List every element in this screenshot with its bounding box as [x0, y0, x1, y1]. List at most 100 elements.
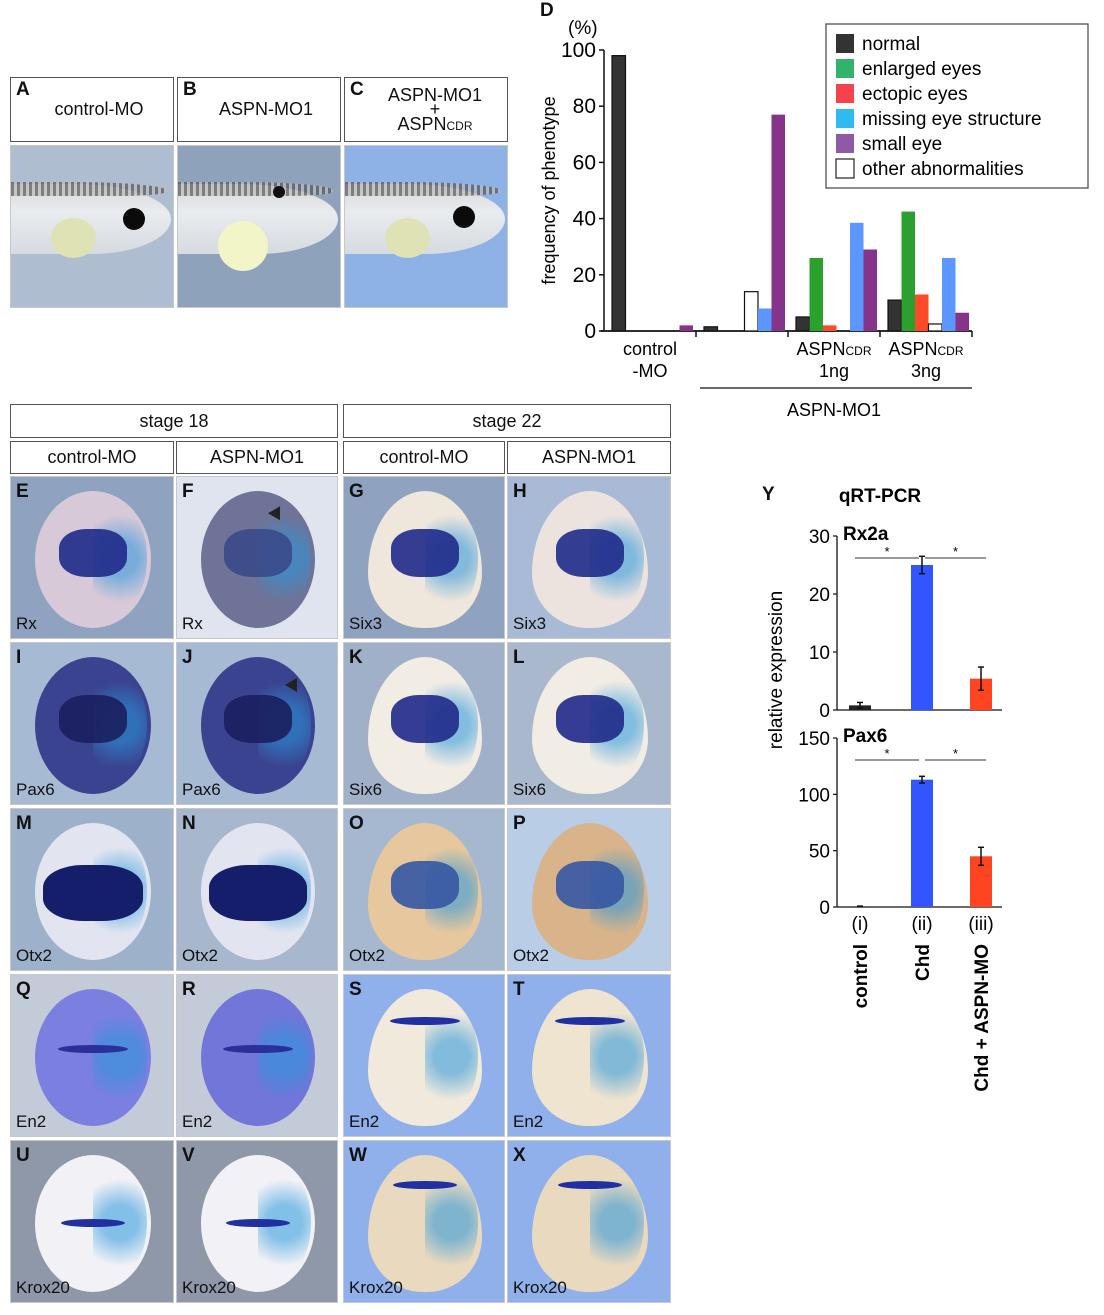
expression-domain — [223, 1045, 293, 1053]
legend-item-label: small eye — [862, 134, 942, 155]
tadpole-photo-a — [10, 145, 174, 308]
panel-c-header: C ASPN-MO1 + ASPNCDR — [344, 77, 508, 142]
x-category-name: Chd — [913, 944, 934, 981]
x-category-label-line2: 3ng — [911, 361, 941, 381]
x-tick-label: (iii) — [968, 914, 993, 935]
panel-letter: U — [16, 1145, 30, 1166]
tadpole-photo-b — [177, 145, 341, 308]
tadpole-photo-c — [344, 145, 508, 308]
bar-missing-eye-structure-2 — [850, 222, 864, 331]
panel-title: ASPN-MO1 — [218, 99, 314, 120]
embryo-photo-j: J Pax6 — [176, 642, 338, 805]
bar-normal-1 — [703, 326, 719, 332]
panel-title: control-MO — [54, 99, 144, 120]
legend-swatch — [836, 84, 854, 103]
embryo-photo-k: K Six6 — [343, 642, 505, 805]
panel-letter: P — [513, 813, 526, 834]
bar-chd-aspn-mo — [970, 856, 992, 907]
expression-domain — [59, 695, 127, 743]
legend-item-label: other abnormalities — [862, 159, 1024, 180]
significance-star: * — [953, 746, 958, 761]
panel-letter: G — [349, 481, 364, 502]
header-col-aspn-mo1-22: ASPN-MO1 — [507, 441, 671, 474]
panel-letter: J — [182, 647, 193, 668]
legend-swatch — [836, 109, 854, 128]
panel-b-header: B ASPN-MO1 — [177, 77, 341, 142]
embryo-photo-t: T En2 — [507, 974, 671, 1137]
significance-star: * — [884, 544, 889, 559]
y-tick-label: 20 — [809, 585, 830, 606]
bar-missing-eye-structure-1 — [758, 308, 772, 331]
gene-title: Pax6 — [843, 726, 887, 747]
legend-item-label: missing eye structure — [862, 109, 1042, 130]
gene-label: Six3 — [349, 614, 383, 633]
bar-normal-2 — [795, 316, 811, 332]
bar-normal-0 — [611, 55, 627, 332]
panel-letter: N — [182, 813, 196, 834]
gene-title: Rx2a — [843, 524, 889, 545]
embryo-photo-u: U Krox20 — [10, 1140, 174, 1303]
expression-domain — [226, 1219, 290, 1227]
y-axis: 0 20 40 60 80 100 — [561, 39, 605, 343]
panel-letter: V — [182, 1145, 195, 1166]
embryo-photo-o: O Otx2 — [343, 808, 505, 971]
gene-label: Rx — [182, 614, 203, 633]
panel-letter: R — [182, 979, 196, 1000]
x-category-name: control — [851, 944, 872, 1008]
y-unit-label: (%) — [568, 18, 598, 39]
gene-label: En2 — [16, 1112, 47, 1131]
yolk — [385, 218, 430, 258]
panel-letter: S — [349, 979, 362, 1000]
x-category-name: Chd + ASPN-MO — [972, 944, 993, 1092]
embryo-photo-i: I Pax6 — [10, 642, 174, 805]
panel-letter: I — [16, 647, 22, 668]
gene-label: Six3 — [513, 614, 547, 633]
panel-letter: W — [349, 1145, 367, 1166]
x-category-label: ASPNCDR — [796, 339, 871, 359]
expression-domain — [209, 865, 307, 921]
expression-domain — [43, 865, 143, 921]
panel-letter: H — [513, 481, 527, 502]
bar-normal-3 — [887, 299, 903, 332]
gene-label: Six6 — [349, 780, 383, 799]
gene-label: Otx2 — [349, 946, 385, 965]
y-tick-label: 10 — [809, 643, 830, 664]
panel-letter: T — [513, 979, 525, 1000]
expression-domain — [558, 1181, 622, 1189]
gene-label: Six6 — [513, 780, 547, 799]
expression-domain — [555, 1017, 625, 1025]
bar-missing-eye-structure-3 — [942, 257, 956, 331]
bar-small-eye-2 — [863, 249, 877, 331]
bar-small-eye-0 — [679, 325, 693, 331]
bar-chd-aspn-mo — [970, 678, 992, 710]
gene-label: Krox20 — [513, 1278, 567, 1297]
embryo-photo-m: M Otx2 — [10, 808, 174, 971]
lineage-tracer — [258, 1005, 311, 1108]
header-col-control-mo-18: control-MO — [10, 441, 174, 474]
y-tick-label: 60 — [573, 151, 596, 174]
embryo-photo-s: S En2 — [343, 974, 505, 1137]
gene-label: En2 — [513, 1112, 544, 1131]
embryo-photo-v: V Krox20 — [176, 1140, 338, 1303]
expression-domain — [58, 1045, 128, 1053]
gene-label: En2 — [349, 1112, 380, 1131]
bar-small-eye-3 — [955, 312, 969, 331]
x-category-label-line2: -MO — [633, 361, 668, 381]
panel-letter: E — [16, 481, 29, 502]
legend-item-label: enlarged eyes — [862, 59, 981, 80]
phenotype-frequency-chart: 0 20 40 60 80 100(%) frequency of phenotype con… — [539, 18, 1089, 420]
embryo-photo-p: P Otx2 — [507, 808, 671, 971]
gene-label: Otx2 — [16, 946, 52, 965]
y-axis-label: frequency of phenotype — [539, 96, 559, 284]
header-stage-18: stage 18 — [10, 404, 338, 438]
y-tick-label: 150 — [798, 729, 830, 750]
gene-label: Otx2 — [513, 946, 549, 965]
chart-title: qRT-PCR — [839, 486, 922, 507]
panel-letter: F — [182, 481, 194, 502]
panel-letter: X — [513, 1145, 526, 1166]
y-tick-label: 0 — [584, 320, 596, 343]
expression-domain — [391, 695, 459, 743]
